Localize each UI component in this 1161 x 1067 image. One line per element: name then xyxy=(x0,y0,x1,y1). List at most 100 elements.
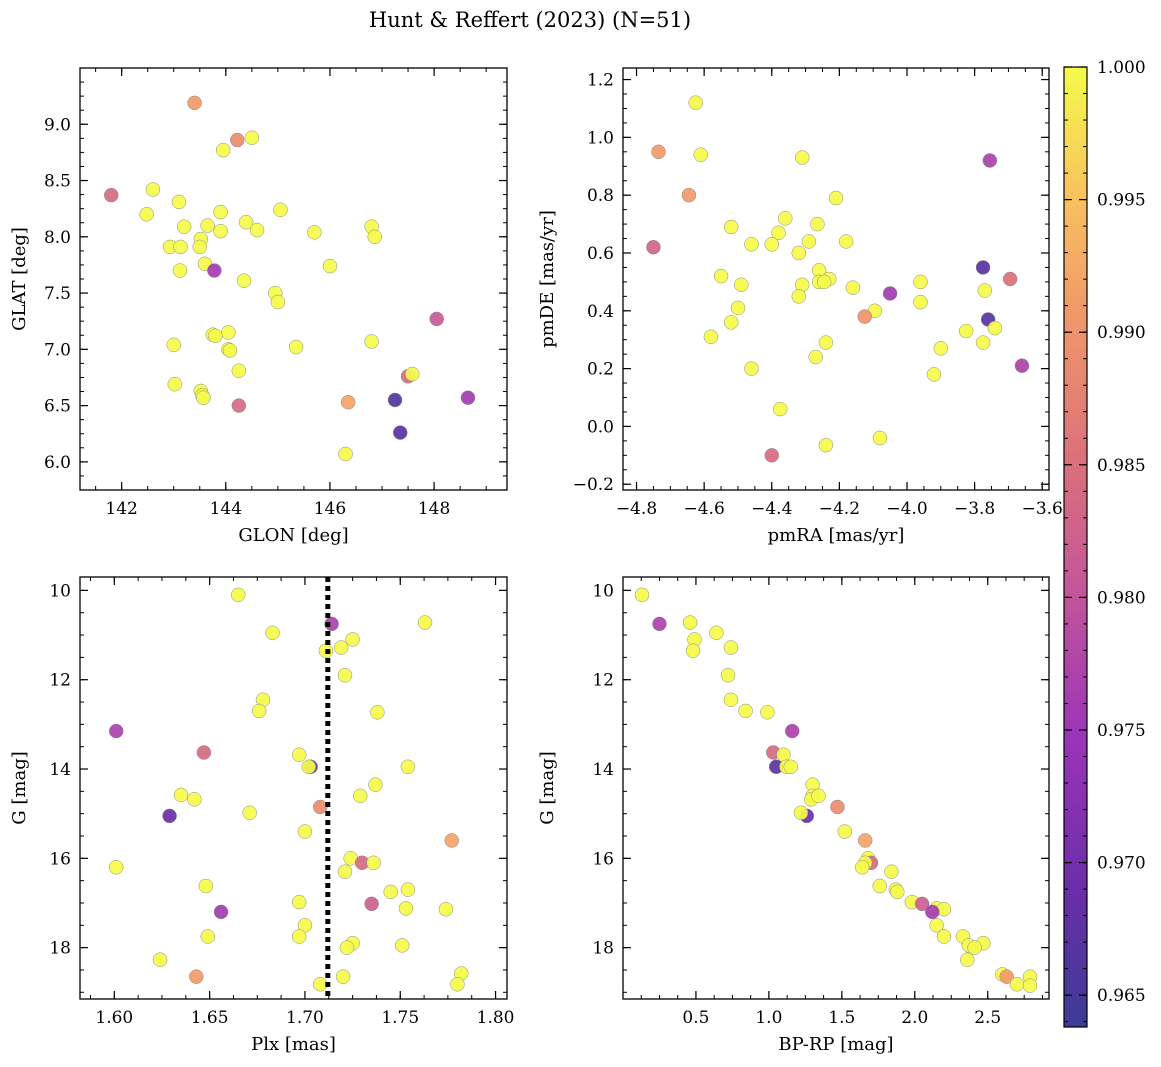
data-point xyxy=(387,392,403,408)
x-tick-label: 146 xyxy=(314,499,346,519)
data-point xyxy=(145,182,161,197)
data-point xyxy=(837,824,853,839)
data-point xyxy=(967,940,982,955)
y-tick-label: 0.8 xyxy=(587,186,614,206)
x-tick-label: 0.5 xyxy=(682,1008,709,1028)
y-tick-label: 8.0 xyxy=(44,228,71,248)
data-point xyxy=(238,214,254,230)
data-point xyxy=(723,219,739,235)
data-point xyxy=(791,289,807,304)
panel-4: 0.5 1.0 1.5 2.0 2.5 10 12 14 16 18 BP-RP [mag] G [m… xyxy=(537,576,1050,1055)
data-point xyxy=(171,194,187,210)
data-point xyxy=(634,587,650,603)
data-point xyxy=(929,918,944,933)
data-point xyxy=(975,260,991,275)
y-tick-label: 14 xyxy=(49,760,71,780)
data-point xyxy=(196,745,212,760)
data-point xyxy=(723,640,739,655)
data-point xyxy=(333,640,349,655)
data-point xyxy=(801,234,817,249)
data-point xyxy=(338,446,353,462)
data-point xyxy=(231,363,247,378)
data-point xyxy=(251,703,267,719)
x-tick-label: −4.8 xyxy=(616,499,657,519)
data-point xyxy=(213,904,229,920)
colorbar-tick-label: 0.995 xyxy=(1097,191,1146,211)
data-point xyxy=(960,952,975,967)
y-tick-label: 12 xyxy=(49,671,71,691)
y-tick-label: 7.0 xyxy=(44,340,71,360)
data-point xyxy=(460,390,476,405)
data-point xyxy=(288,339,304,355)
data-point xyxy=(884,864,899,879)
x-tick-label: −3.6 xyxy=(1022,499,1063,519)
x-tick-label: 1.5 xyxy=(828,1008,855,1028)
data-point xyxy=(368,777,383,792)
y-tick-label: 6.0 xyxy=(44,453,71,473)
data-point xyxy=(152,952,168,967)
data-point xyxy=(760,705,775,720)
x-axis-label: pmRA [mas/yr] xyxy=(768,525,905,546)
x-tick-label: −4.0 xyxy=(886,499,927,519)
colorbar-tick-label: 0.980 xyxy=(1097,588,1146,608)
y-tick-label: 0.6 xyxy=(587,244,614,264)
data-point xyxy=(783,759,799,775)
y-axis-label: GLAT [deg] xyxy=(9,227,30,331)
data-point xyxy=(173,787,189,803)
axes-frame xyxy=(79,67,508,491)
data-point xyxy=(709,625,724,641)
colorbar: 0.965 0.970 0.975 0.980 0.985 0.990 0.995 1.000 xyxy=(1063,58,1146,1028)
x-tick-label: 1.80 xyxy=(477,1008,515,1028)
panel-3: 1.60 1.65 1.70 1.75 1.80 10 12 14 16 18 Plx [mas] G… xyxy=(9,576,515,1055)
data-point xyxy=(913,274,928,290)
data-point xyxy=(370,705,385,720)
data-point xyxy=(198,878,214,894)
data-point xyxy=(936,929,952,944)
data-point xyxy=(808,349,823,365)
y-axis-label: G [mag] xyxy=(9,751,30,824)
data-point xyxy=(652,616,667,632)
y-tick-label: 1.2 xyxy=(587,71,614,91)
data-point xyxy=(651,144,666,160)
x-axis-label: Plx [mas] xyxy=(251,1034,336,1055)
data-point xyxy=(713,268,729,284)
data-point xyxy=(744,237,759,252)
data-point xyxy=(207,263,222,278)
data-point xyxy=(352,788,368,804)
x-tick-label: −4.2 xyxy=(819,499,860,519)
data-point xyxy=(744,361,759,376)
data-point xyxy=(139,207,154,222)
data-point xyxy=(791,245,807,261)
data-point xyxy=(977,283,993,298)
data-point xyxy=(723,315,739,330)
y-tick-label: 9.0 xyxy=(44,115,71,135)
data-point xyxy=(291,894,307,910)
data-point xyxy=(703,329,719,345)
data-point xyxy=(872,878,888,894)
data-point xyxy=(730,300,746,316)
y-tick-label: 16 xyxy=(592,849,614,869)
data-point xyxy=(771,225,786,241)
data-point xyxy=(738,703,753,719)
data-point xyxy=(438,901,454,917)
x-tick-label: 2.5 xyxy=(974,1008,1001,1028)
data-point xyxy=(230,587,246,603)
data-point xyxy=(291,929,307,944)
data-point xyxy=(693,147,709,162)
colorbar-tick-label: 0.985 xyxy=(1097,456,1146,476)
data-point xyxy=(793,805,809,821)
x-tick-label: −3.8 xyxy=(954,499,995,519)
data-point xyxy=(417,615,433,630)
x-tick-label: −4.6 xyxy=(684,499,725,519)
data-point xyxy=(244,130,260,146)
data-point xyxy=(872,430,888,446)
data-point xyxy=(222,343,238,358)
data-point xyxy=(213,204,228,220)
data-point xyxy=(1009,977,1025,992)
data-point xyxy=(187,792,202,807)
data-point xyxy=(398,901,414,916)
y-axis-label: G [mag] xyxy=(537,751,558,824)
data-point xyxy=(189,969,204,984)
colorbar-tick-label: 0.970 xyxy=(1097,854,1146,874)
